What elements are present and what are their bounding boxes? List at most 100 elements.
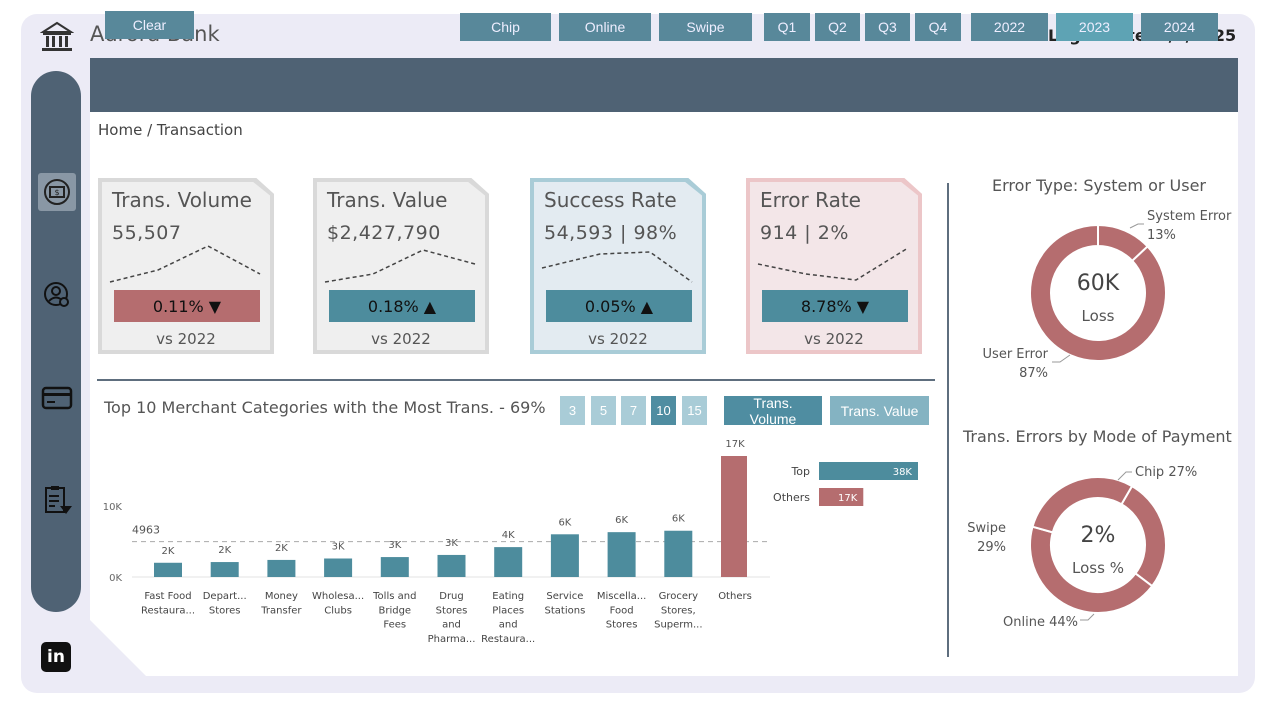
filter-online-button[interactable]: Online bbox=[559, 13, 651, 41]
donut-center-value: 2% bbox=[1081, 523, 1116, 548]
x-tick-label: Pharma... bbox=[428, 634, 476, 645]
donut-slice-label: Swipe bbox=[967, 521, 1006, 536]
donut-slice bbox=[1120, 484, 1167, 588]
x-tick-label: Restaura... bbox=[481, 634, 535, 645]
error-type-title: Error Type: System or User bbox=[992, 176, 1206, 195]
kpi-compare: vs 2022 bbox=[588, 330, 648, 348]
leader-line bbox=[1080, 613, 1095, 621]
kpi-title: Error Rate bbox=[760, 188, 861, 212]
donut-slice-label: Chip 27% bbox=[1135, 465, 1197, 480]
sidebar-item-card[interactable] bbox=[38, 379, 76, 417]
toolbar bbox=[90, 58, 1238, 112]
merchant-chart-title: Top 10 Merchant Categories with the Most… bbox=[104, 398, 546, 417]
kpi-compare: vs 2022 bbox=[156, 330, 216, 348]
x-tick-label: Restaura... bbox=[141, 605, 195, 616]
bar bbox=[437, 554, 466, 577]
mini-bar-category: Others bbox=[773, 491, 810, 504]
top-n-7-button[interactable]: 7 bbox=[621, 396, 646, 425]
donut-slice-label: 29% bbox=[977, 540, 1006, 555]
x-tick-label: Money bbox=[265, 591, 298, 602]
mini-bar bbox=[819, 488, 864, 506]
filter-swipe-button[interactable]: Swipe bbox=[659, 13, 752, 41]
donut-slice bbox=[1031, 476, 1134, 534]
sidebar bbox=[31, 71, 81, 612]
donut-slice-label: System Error bbox=[1147, 209, 1232, 224]
metric-value-button[interactable]: Trans. Value bbox=[830, 396, 929, 425]
top-n-10-button[interactable]: 10 bbox=[651, 396, 676, 425]
y-tick-label: 10K bbox=[103, 502, 123, 513]
x-tick-label: Stores bbox=[209, 605, 241, 616]
filter-2022-button[interactable]: 2022 bbox=[971, 13, 1048, 41]
kpi-value: 55,507 bbox=[112, 222, 182, 244]
breadcrumb: Home / Transaction bbox=[98, 121, 243, 139]
x-tick-label: Clubs bbox=[324, 605, 352, 616]
mini-bar-data-label: 38K bbox=[893, 467, 913, 478]
sidebar-item-report[interactable] bbox=[38, 481, 76, 519]
bar-data-label: 3K bbox=[445, 538, 458, 549]
donut-slice-label: Online 44% bbox=[1003, 615, 1078, 630]
filter-chip-button[interactable]: Chip bbox=[460, 13, 551, 41]
mini-bar-category: Top bbox=[790, 465, 810, 478]
top-n-3-button[interactable]: 3 bbox=[560, 396, 585, 425]
x-tick-label: Stores bbox=[606, 620, 638, 631]
bar bbox=[154, 562, 182, 577]
x-tick-label: Eating bbox=[492, 591, 524, 602]
bar bbox=[494, 547, 523, 577]
leader-line bbox=[1052, 354, 1071, 363]
report-icon bbox=[45, 486, 72, 514]
clear-button[interactable]: Clear bbox=[105, 11, 194, 39]
x-tick-label: Service bbox=[546, 591, 583, 602]
leader-line bbox=[1117, 471, 1132, 481]
bar bbox=[607, 532, 636, 577]
bar bbox=[721, 456, 747, 577]
linkedin-icon[interactable]: in bbox=[41, 642, 71, 672]
sidebar-item-customer[interactable] bbox=[38, 276, 76, 314]
x-tick-label: Transfer bbox=[260, 605, 302, 616]
kpi-sparkline bbox=[541, 251, 693, 283]
x-tick-label: Miscella... bbox=[597, 591, 647, 602]
filter-q1-button[interactable]: Q1 bbox=[764, 13, 810, 41]
donut-center-label: Loss % bbox=[1072, 559, 1124, 577]
bank-icon bbox=[40, 21, 74, 51]
bar-data-label: 17K bbox=[725, 439, 745, 450]
x-tick-label: Stores, bbox=[661, 605, 696, 616]
bar bbox=[380, 557, 409, 577]
donut-slice-label: 13% bbox=[1147, 228, 1176, 243]
kpi-title: Success Rate bbox=[544, 188, 677, 212]
transaction-money-icon: $ bbox=[44, 179, 70, 205]
filter-q3-button[interactable]: Q3 bbox=[865, 13, 910, 41]
x-tick-label: Superm... bbox=[654, 620, 702, 631]
x-tick-label: Depart... bbox=[203, 591, 247, 602]
error-mode-title: Trans. Errors by Mode of Payment bbox=[963, 427, 1232, 446]
sidebar-item-transaction[interactable]: $ bbox=[38, 173, 76, 211]
kpi-card-value: Trans. Value $2,427,790 0.18% ▲ vs 2022 bbox=[313, 178, 489, 354]
metric-volume-button[interactable]: Trans. Volume bbox=[724, 395, 822, 427]
vertical-divider bbox=[947, 183, 949, 657]
leader-line bbox=[1129, 223, 1144, 229]
customer-icon bbox=[44, 282, 69, 307]
kpi-card-success: Success Rate 54,593 | 98% 0.05% ▲ vs 202… bbox=[530, 178, 706, 354]
bar-data-label: 6K bbox=[558, 517, 571, 528]
kpi-delta-badge: 0.11% ▼ bbox=[114, 290, 260, 322]
filter-2024-button[interactable]: 2024 bbox=[1141, 13, 1218, 41]
bar-data-label: 2K bbox=[218, 545, 231, 556]
filter-q2-button[interactable]: Q2 bbox=[815, 13, 860, 41]
kpi-compare: vs 2022 bbox=[371, 330, 431, 348]
donut-slice-label: 87% bbox=[1019, 366, 1048, 381]
top-n-5-button[interactable]: 5 bbox=[591, 396, 616, 425]
kpi-delta-badge: 0.18% ▲ bbox=[329, 290, 475, 322]
svg-text:$: $ bbox=[54, 188, 59, 197]
filter-q4-button[interactable]: Q4 bbox=[915, 13, 961, 41]
y-tick-label: 0K bbox=[109, 573, 122, 584]
filter-2023-button[interactable]: 2023 bbox=[1056, 13, 1133, 41]
bar bbox=[664, 530, 693, 577]
bar-data-label: 6K bbox=[672, 514, 685, 525]
top-n-15-button[interactable]: 15 bbox=[682, 396, 707, 425]
kpi-title: Trans. Value bbox=[327, 188, 448, 212]
kpi-compare: vs 2022 bbox=[804, 330, 864, 348]
bar-data-label: 3K bbox=[388, 540, 401, 551]
donut-slice bbox=[1029, 525, 1154, 614]
x-tick-label: and bbox=[499, 620, 518, 631]
mini-bar bbox=[819, 462, 918, 480]
